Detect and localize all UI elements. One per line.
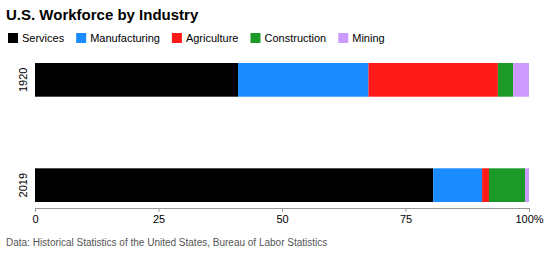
x-tick-mark xyxy=(159,208,160,212)
x-tick-mark xyxy=(282,208,283,212)
title: U.S. Workforce by Industry xyxy=(6,6,199,23)
bar-segment xyxy=(482,168,489,202)
bar-segment xyxy=(35,168,433,202)
legend-label: Manufacturing xyxy=(90,32,160,44)
bar-segment xyxy=(513,63,529,97)
y-tick: 1920 xyxy=(17,68,29,92)
x-tick: 75 xyxy=(400,208,412,225)
bar-segment xyxy=(489,168,525,202)
x-tick-label: 25 xyxy=(153,213,165,225)
legend-swatch xyxy=(250,33,260,43)
legend-swatch xyxy=(8,33,18,43)
legend-label: Construction xyxy=(264,32,326,44)
bar-segment xyxy=(433,168,482,202)
legend-label: Mining xyxy=(352,32,384,44)
bar-segment xyxy=(368,63,497,97)
legend-item: Construction xyxy=(250,32,326,44)
legend-label: Services xyxy=(22,32,65,44)
x-tick: 100% xyxy=(515,208,543,225)
bar-segment xyxy=(498,63,513,97)
bar-segment xyxy=(238,63,368,97)
x-tick: 25 xyxy=(153,208,165,225)
legend-item: Agriculture xyxy=(172,32,239,44)
x-tick-label: 100% xyxy=(515,213,543,225)
y-tick-label: 2019 xyxy=(17,173,29,197)
y-tick: 2019 xyxy=(17,173,29,197)
x-tick-mark xyxy=(35,208,36,212)
x-tick-mark xyxy=(406,208,407,212)
bars xyxy=(35,63,529,202)
x-tick-label: 75 xyxy=(400,213,412,225)
bar-segment xyxy=(35,63,238,97)
chart: U.S. Workforce by Industry Services Manufa… xyxy=(0,0,560,254)
x-tick: 50 xyxy=(276,208,288,225)
chart-container: U.S. Workforce by Industry Services Manufa… xyxy=(0,0,560,254)
legend-label: Agriculture xyxy=(186,32,239,44)
legend-item: Services xyxy=(8,32,65,44)
legend-swatch xyxy=(76,33,86,43)
y-axis: 1920 2019 xyxy=(17,68,29,198)
legend: Services Manufacturing Agriculture Construc… xyxy=(8,32,385,44)
x-tick-mark xyxy=(529,208,530,212)
bar-segment xyxy=(525,168,529,202)
y-tick-label: 1920 xyxy=(17,68,29,92)
legend-item: Manufacturing xyxy=(76,32,160,44)
x-tick: 0 xyxy=(32,208,38,225)
x-tick-label: 0 xyxy=(32,213,38,225)
legend-item: Mining xyxy=(338,32,384,44)
x-tick-label: 50 xyxy=(276,213,288,225)
legend-swatch xyxy=(172,33,182,43)
x-axis: 0 25 50 75 100% xyxy=(32,208,543,225)
source-note: Data: Historical Statistics of the Unite… xyxy=(6,237,327,248)
legend-swatch xyxy=(338,33,348,43)
